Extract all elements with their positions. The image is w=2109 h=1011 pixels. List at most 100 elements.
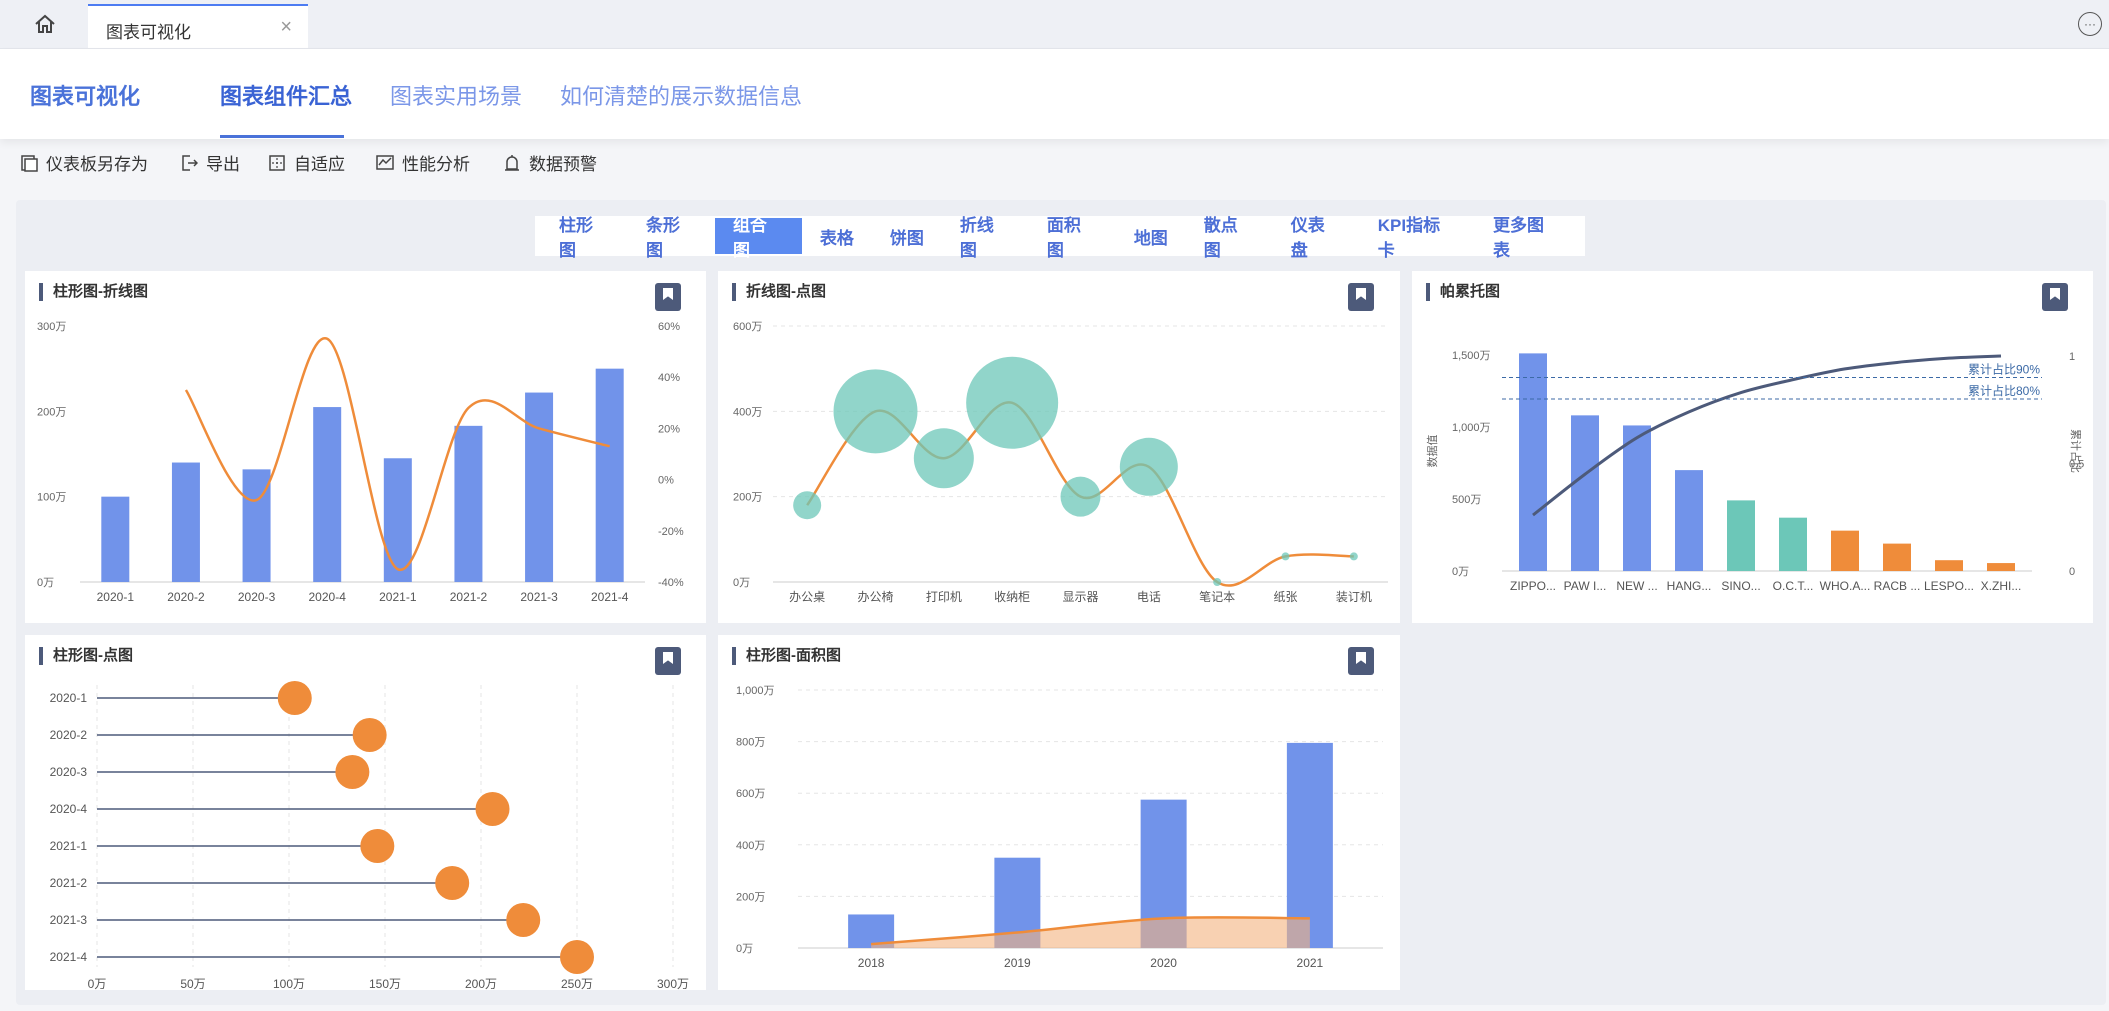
- tab-title: 图表可视化: [106, 23, 191, 42]
- alert-label: 数据预警: [529, 155, 597, 174]
- save-dashboard-as-button[interactable]: 仪表板另存为: [20, 150, 148, 175]
- export-button[interactable]: 导出: [180, 150, 240, 175]
- x-tick-label: SINO...: [1721, 579, 1760, 593]
- bookmark-icon[interactable]: [655, 283, 681, 311]
- reference-label: 累计占比80%: [1968, 383, 2040, 398]
- y-tick-label: 400万: [733, 406, 762, 418]
- lollipop-dot: [352, 718, 387, 752]
- pareto-chart: 1,500万 1,000万 500万 0万 1 0.5 0 数据值 累计占比 ZIPPO... PA…: [1425, 350, 2084, 593]
- page-title[interactable]: 图表可视化: [30, 84, 141, 109]
- y-axis-label: 数据值: [1425, 435, 1439, 468]
- chart-tab[interactable]: 地图: [1133, 228, 1168, 248]
- chart-tab[interactable]: 组合图: [714, 216, 802, 260]
- x-tick-label: NEW ...: [1616, 579, 1657, 593]
- panel-title: 柱形图-折线图: [39, 283, 148, 301]
- lollipop-dot: [435, 866, 470, 900]
- bookmark-icon[interactable]: [1348, 283, 1374, 311]
- bookmark-icon[interactable]: [1348, 647, 1374, 675]
- chart-tab[interactable]: KPI指标卡: [1377, 216, 1441, 260]
- tab-data-display[interactable]: 如何清楚的展示数据信息: [560, 84, 803, 109]
- export-icon: [182, 154, 198, 171]
- bubble: [1349, 552, 1358, 561]
- bar: [1831, 530, 1859, 571]
- bar: [101, 496, 130, 582]
- y-tick-label: 0万: [1452, 566, 1469, 578]
- tab-chart-visualization[interactable]: 图表可视化 ×: [88, 4, 308, 48]
- bubble: [966, 356, 1059, 449]
- tab-chart-components[interactable]: 图表组件汇总: [220, 84, 353, 109]
- y2-tick-label: 0.5: [2069, 459, 2084, 471]
- adaptive-label: 自适应: [294, 155, 345, 174]
- chart-tab[interactable]: 柱形图: [559, 216, 593, 260]
- y-tick-label: 800万: [736, 737, 765, 749]
- y-tick-label: 2020-4: [50, 802, 88, 816]
- lollipop-dot: [506, 903, 541, 937]
- lollipop-dot: [335, 755, 370, 789]
- x-tick-label: ZIPPO...: [1510, 579, 1556, 593]
- x-tick-label: 2020-2: [167, 590, 205, 604]
- x-tick-label: 2021: [1297, 956, 1324, 970]
- panel-title: 帕累托图: [1426, 283, 1500, 301]
- panel-bar-line: 柱形图-折线图 300万 200万 100万 0万 60% 40% 20% 0% -20% -40…: [25, 271, 706, 623]
- x-tick-label: 2018: [858, 956, 885, 970]
- x-tick-label: LESPO...: [1924, 579, 1974, 593]
- y2-tick-label: -40%: [658, 577, 684, 589]
- chart-tab[interactable]: 更多图表: [1493, 216, 1545, 260]
- bookmark-icon[interactable]: [2042, 283, 2068, 311]
- panel-pareto: 帕累托图 1,500万 1,000万 500万 0万 1 0.5 0 数据值 累计占比 ZIPPO…: [1412, 271, 2093, 623]
- bar-dot-chart: 0万 50万 100万 150万 200万 250万 300万 2020-1 2020-2 202…: [50, 681, 689, 990]
- bar: [383, 458, 412, 582]
- adaptive-icon: [269, 154, 285, 171]
- chart-tab[interactable]: 散点图: [1203, 216, 1238, 260]
- bookmark-icon[interactable]: [655, 647, 681, 675]
- y-tick-label: 500万: [1452, 494, 1481, 506]
- x-tick-label: 打印机: [926, 590, 962, 604]
- y-tick-label: 2021-3: [50, 913, 88, 927]
- panel-bar-dot: 柱形图-点图 0万 50万 100万 150万 200万 250万 300万 2020-1 20…: [25, 635, 706, 990]
- chart-tab[interactable]: 饼图: [889, 228, 924, 248]
- x-tick-label: 250万: [561, 977, 593, 990]
- close-icon[interactable]: ×: [280, 16, 292, 38]
- area-fill: [871, 917, 1310, 948]
- bar: [1935, 560, 1963, 571]
- performance-analysis-button[interactable]: 性能分析: [376, 150, 470, 175]
- data-alert-button[interactable]: 数据预警: [503, 150, 597, 175]
- tab-chart-scenarios[interactable]: 图表实用场景: [390, 84, 523, 109]
- x-tick-label: 笔记本: [1199, 589, 1235, 604]
- home-icon[interactable]: [28, 10, 62, 38]
- adaptive-button[interactable]: 自适应: [268, 150, 345, 175]
- x-tick-label: 2021-3: [520, 590, 558, 604]
- y-tick-label: 0万: [736, 943, 753, 955]
- chart-tab[interactable]: 表格: [819, 228, 854, 248]
- x-tick-label: 50万: [180, 977, 205, 990]
- chart-tab[interactable]: 条形图: [645, 216, 680, 260]
- y-tick-label: 200万: [37, 406, 66, 418]
- bar: [1623, 425, 1651, 571]
- y-tick-label: 2021-2: [50, 876, 88, 890]
- bar: [1987, 563, 2015, 571]
- bar: [171, 462, 200, 582]
- performance-label: 性能分析: [402, 155, 470, 174]
- more-options-icon[interactable]: ···: [2078, 12, 2102, 36]
- panel-bar-area: 柱形图-面积图 1,000万 800万 600万 400万 200万 0万 2018 2019…: [718, 635, 1400, 990]
- x-tick-label: 0万: [88, 977, 107, 990]
- reference-label: 累计占比90%: [1968, 362, 2040, 377]
- x-tick-label: X.ZHI...: [1981, 579, 2022, 593]
- lollipop-dot: [475, 792, 510, 826]
- chart-tab[interactable]: 面积图: [1046, 216, 1081, 260]
- y2-tick-label: 20%: [658, 423, 680, 435]
- bubble: [833, 369, 918, 454]
- bar: [313, 407, 342, 582]
- bar: [595, 368, 624, 582]
- bubble: [793, 491, 822, 520]
- bar: [1675, 470, 1703, 571]
- x-tick-label: 2020-4: [309, 590, 347, 604]
- x-tick-label: 300万: [657, 977, 689, 990]
- chart-tab[interactable]: 仪表盘: [1290, 216, 1325, 260]
- y-tick-label: 2021-4: [50, 950, 88, 964]
- y-tick-label: 1,500万: [1452, 350, 1491, 362]
- browser-tab-bar: 图表可视化 × ···: [0, 0, 2109, 49]
- save-as-label: 仪表板另存为: [46, 155, 148, 174]
- y-tick-label: 2021-1: [50, 839, 88, 853]
- chart-tab[interactable]: 折线图: [959, 216, 994, 260]
